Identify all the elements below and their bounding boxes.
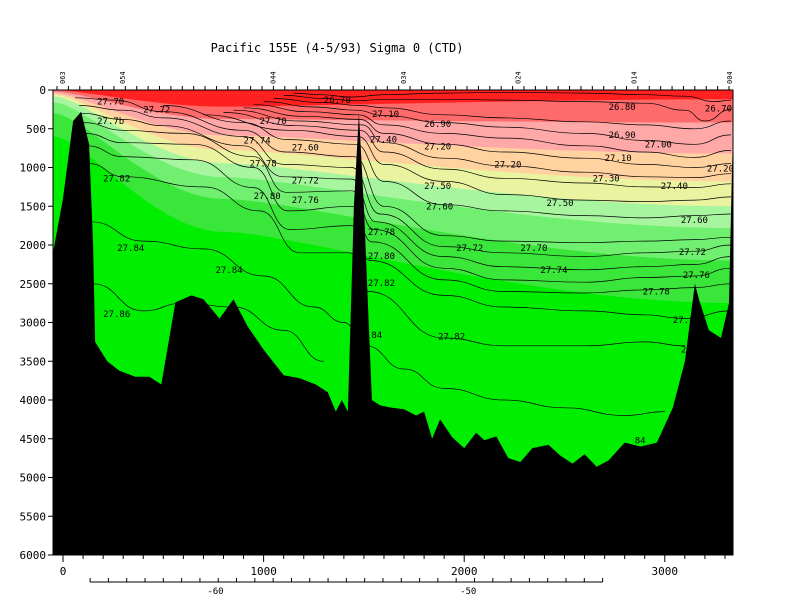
contour-label: 27.78 xyxy=(643,288,670,298)
isoline xyxy=(85,133,732,294)
contour-label: 27.30 xyxy=(593,174,620,184)
contour-label: 27.40 xyxy=(661,182,688,192)
y-axis: 0 500 1000 1500 2000 2500 3000 3500 4000 4500 5000… xyxy=(20,84,53,562)
station-label: 063 xyxy=(59,71,67,84)
isoline xyxy=(253,104,732,158)
contour-label: 27.70 xyxy=(520,244,547,254)
y-tick-label: 0 xyxy=(39,84,46,97)
contour-label: 26.90 xyxy=(424,120,451,130)
contour-label: 27.20 xyxy=(494,160,521,170)
y-tick-label: 1000 xyxy=(20,162,47,175)
contour-label: 27.82 xyxy=(438,332,465,342)
station-axis: 063 054 044 034 024 014 004 xyxy=(56,71,734,90)
contour-label: 27.20 xyxy=(424,143,451,153)
contour-label: 84 xyxy=(635,436,646,446)
contour-label: 27.74 xyxy=(540,266,567,276)
contour-label: 27.72 xyxy=(679,248,706,258)
contour-label: 27.40 xyxy=(370,136,397,146)
contour-label: 27.72 xyxy=(456,244,483,254)
contour-label: 27.50 xyxy=(546,199,573,209)
station-label: 044 xyxy=(270,71,278,84)
contour-label: 27.82 xyxy=(103,174,130,184)
contour-label: 27.10 xyxy=(372,110,399,120)
contour-label: 27.86 xyxy=(103,310,130,320)
latitude-tick-label: -50 xyxy=(460,587,476,597)
contour-label: .84 xyxy=(366,331,382,341)
contour-label: 27.74 xyxy=(244,136,271,146)
isoline xyxy=(93,283,324,362)
y-tick-label: 2000 xyxy=(20,239,47,252)
station-label: 024 xyxy=(514,71,522,84)
contour-label: 27.70 xyxy=(97,98,124,108)
contour-label: 27.84 xyxy=(215,266,242,276)
y-tick-label: 4000 xyxy=(20,394,47,407)
contour-label: 27.7b xyxy=(97,117,124,127)
latitude-axis: -60 -50 xyxy=(89,578,604,597)
isoline xyxy=(263,101,732,145)
contour-label: 26.70 xyxy=(705,105,732,115)
station-label: 054 xyxy=(119,71,127,84)
isoline xyxy=(163,105,732,219)
station-label: 014 xyxy=(631,71,639,84)
isoline xyxy=(83,122,732,283)
isoline xyxy=(75,97,732,244)
plot-area: 27.70 27.72 27.7b 27.70 27.74 27.60 27.78 27.82… xyxy=(53,90,734,555)
y-tick-label: 5000 xyxy=(20,472,47,485)
isoline xyxy=(283,95,732,122)
contour-label: 27 xyxy=(681,346,692,356)
station-label: 034 xyxy=(400,71,408,84)
density-band xyxy=(53,90,733,107)
contour-label: 27.20 xyxy=(707,164,734,174)
contour-label: 27.00 xyxy=(645,140,672,150)
isoline xyxy=(79,105,732,257)
y-tick-label: 5500 xyxy=(20,510,47,523)
isoline xyxy=(87,145,732,319)
isoline xyxy=(223,112,732,188)
contour-labels: 27.70 27.72 27.7b 27.70 27.74 27.60 27.78 27.82… xyxy=(97,96,734,446)
y-tick-label: 1500 xyxy=(20,200,47,213)
contour-label: 27.76 xyxy=(683,271,710,281)
x-tick-label: 3000 xyxy=(652,565,679,578)
contour-label: 27.80 xyxy=(254,192,281,202)
y-tick-label: 4500 xyxy=(20,433,47,446)
x-tick-label: 2000 xyxy=(451,565,478,578)
contour-label: 27.60 xyxy=(426,202,453,212)
contour-label: 27.80 xyxy=(673,316,700,326)
contour-label: 27.60 xyxy=(681,216,708,226)
y-tick-label: 3000 xyxy=(20,317,47,330)
y-tick-label: 3500 xyxy=(20,355,47,368)
x-tick-label: 0 xyxy=(60,565,67,578)
station-label: 004 xyxy=(726,71,734,84)
contour-label: 27.60 xyxy=(292,143,319,153)
isoline xyxy=(203,114,732,202)
y-tick-label: 2500 xyxy=(20,278,47,291)
contour-label: 27.72 xyxy=(143,105,170,115)
contour-label: 27.50 xyxy=(424,182,451,192)
isoline xyxy=(233,109,732,178)
x-axis: 0 1000 2000 3000 xyxy=(60,555,726,578)
isoline xyxy=(243,107,732,168)
y-tick-label: 500 xyxy=(26,123,46,136)
contour-label: 27.78 xyxy=(250,160,277,170)
isoline xyxy=(293,91,732,102)
contour-label: 26.90 xyxy=(609,131,636,141)
contour-label: 27.82 xyxy=(368,279,395,289)
contour-label: 27.76 xyxy=(292,196,319,206)
isoline xyxy=(273,98,732,130)
chart-title: Pacific 155E (4-5/93) Sigma 0 (CTD) xyxy=(211,41,464,55)
contour-label: 27.80 xyxy=(368,252,395,262)
contour-label: 27.72 xyxy=(292,177,319,187)
contour-label: 27.10 xyxy=(605,154,632,164)
contour-label: 27.84 xyxy=(117,244,144,254)
contour-label: 27.70 xyxy=(260,117,287,127)
latitude-tick-label: -60 xyxy=(207,587,223,597)
y-tick-label: 6000 xyxy=(20,549,47,562)
contour-label: 26.80 xyxy=(609,103,636,113)
isoline xyxy=(81,112,732,271)
contour-label: 26.70 xyxy=(324,96,351,106)
contour-label: 27.78 xyxy=(368,228,395,238)
bottom-topography xyxy=(53,90,733,555)
x-tick-label: 1000 xyxy=(250,565,277,578)
